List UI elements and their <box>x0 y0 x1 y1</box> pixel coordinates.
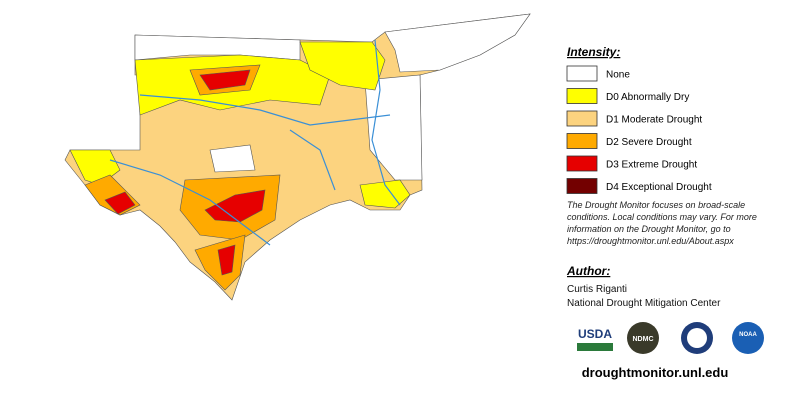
note-line: information on the Drought Monitor, go t… <box>567 224 731 234</box>
doc-logo <box>681 322 713 354</box>
extreme-area <box>199 69 251 91</box>
legend-swatch <box>566 133 598 149</box>
dry-area <box>299 41 386 91</box>
river <box>139 94 391 126</box>
legend-label: None <box>606 70 630 81</box>
logo-text: NDMC <box>633 336 654 343</box>
legend-label: D0 Abnormally Dry <box>606 92 689 103</box>
logo-text: NOAA <box>739 332 757 338</box>
legend: Intensity: None D0 Abnormally Dry D1 Moder… <box>566 45 712 194</box>
logo-shape <box>687 328 707 348</box>
legend-swatch <box>566 110 598 127</box>
noaa-logo: NOAA <box>732 322 764 354</box>
author: Curtis Riganti National Drought Mitigatio… <box>567 284 721 309</box>
rivers <box>109 39 401 246</box>
note-line: https://droughtmonitor.unl.edu/About.asp… <box>567 236 734 246</box>
extreme-area <box>104 191 136 215</box>
author-title: Author: <box>566 264 610 278</box>
river <box>371 39 401 206</box>
note-line: conditions. Local conditions may vary. F… <box>567 212 757 222</box>
legend-label: D1 Moderate Drought <box>606 115 702 126</box>
note-line: The Drought Monitor focuses on broad-sca… <box>567 200 745 210</box>
legend-label: D2 Severe Drought <box>606 137 692 148</box>
logo-shape <box>577 343 613 351</box>
logos: USDA NDMC NOAA <box>577 322 764 354</box>
map <box>64 13 531 301</box>
usda-logo: USDA <box>577 327 613 351</box>
url: droughtmonitor.unl.edu <box>582 365 729 380</box>
legend-label: D3 Extreme Drought <box>606 160 697 171</box>
river <box>109 159 271 246</box>
legend-swatch <box>566 88 598 104</box>
none-area <box>364 74 423 181</box>
legend-title: Intensity: <box>567 45 620 59</box>
ndmc-logo: NDMC <box>627 322 659 354</box>
legend-label: D4 Exceptional Drought <box>606 182 712 193</box>
legend-swatch <box>566 65 598 82</box>
logo-shape <box>732 322 764 354</box>
legend-swatch <box>566 155 598 172</box>
river <box>289 129 336 191</box>
none-area <box>209 144 256 173</box>
none-area <box>384 13 531 73</box>
logo-text: USDA <box>578 327 612 341</box>
logo-shape <box>627 322 659 354</box>
note: The Drought Monitor focuses on broad-sca… <box>567 200 757 246</box>
author-line: National Drought Mitigation Center <box>567 298 721 309</box>
legend-swatch <box>566 178 598 194</box>
extreme-area <box>204 189 266 223</box>
author-line: Curtis Riganti <box>567 284 627 295</box>
extreme-area <box>217 244 236 276</box>
